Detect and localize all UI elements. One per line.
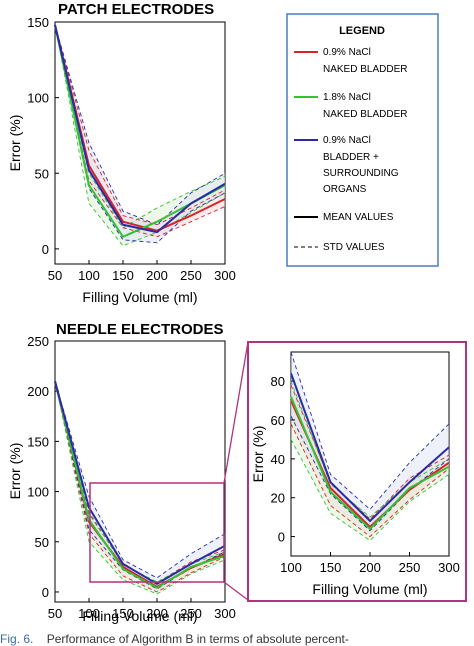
patch-series-3-std-lower	[54, 24, 226, 244]
legend-entry-1-line-1: 0.9% NaCl	[323, 47, 371, 58]
needle-x-tick-label-250: 250	[180, 606, 202, 621]
patch-x-tick-label-300: 300	[214, 268, 236, 283]
zoom-inset-border	[247, 341, 467, 602]
needle-std-band-2	[55, 381, 225, 594]
patch-series-1-std-lower	[54, 24, 226, 238]
needle-y-tick-label-50: 50	[35, 535, 49, 550]
patch-series-2-std-lower	[54, 24, 226, 247]
patch-chart-title: PATCH ELECTRODES	[58, 1, 214, 18]
patch-electrodes-chart: PATCH ELECTRODES 50 100 150 200 250 300 0 50 100…	[7, 1, 236, 305]
needle-x-tick-label-200: 200	[146, 606, 168, 621]
zoom-x-tick-label-150: 150	[320, 560, 342, 575]
patch-y-tick-label-0: 0	[42, 242, 49, 257]
needle-y-tick-label-250: 250	[27, 334, 49, 349]
patch-x-tick-label-250: 250	[180, 268, 202, 283]
needle-series-3-std-upper	[54, 381, 226, 579]
zoom-x-tick-label-100: 100	[280, 560, 302, 575]
legend-entry-3-line-3: SURROUNDING	[323, 168, 399, 179]
needle-y-axis-label: Error (%)	[7, 443, 23, 500]
zoom-y-tick-label-20: 20	[271, 491, 285, 506]
zoom-y-tick-label-0: 0	[278, 530, 285, 545]
zoom-y-axis-label: Error (%)	[250, 426, 266, 483]
zoom-series-2-std-lower	[290, 439, 450, 542]
needle-electrodes-chart: NEEDLE ELECTRODES 50 100 150 200 250 300 0 50 10…	[7, 321, 236, 624]
zoom-series-3-std-upper	[290, 351, 450, 511]
patch-series-3-std-upper	[54, 24, 226, 226]
legend-entry-2-line-1: 1.8% NaCl	[323, 92, 371, 103]
patch-std-band-3	[55, 25, 225, 243]
legend-std-label: STD VALUES	[323, 242, 385, 253]
patch-series-1-std-upper	[54, 24, 226, 226]
patch-plot-frame	[54, 21, 226, 265]
needle-y-tick-label-100: 100	[27, 485, 49, 500]
legend-box: LEGEND 0.9% NaCl NAKED BLADDER 1.8% NaCl…	[286, 13, 439, 267]
needle-series-2-mean-line	[54, 380, 226, 590]
patch-std-band-2	[55, 25, 225, 246]
zoom-series-1-std-lower	[290, 423, 450, 538]
legend-entry-1-line-2: NAKED BLADDER	[323, 64, 407, 75]
needle-y-tick-label-0: 0	[42, 585, 49, 600]
needle-std-band-3	[55, 381, 225, 589]
zoom-region-box	[89, 482, 225, 583]
zoom-x-axis-label: Filling Volume (ml)	[312, 581, 427, 597]
needle-x-tick-label-150: 150	[112, 606, 134, 621]
patch-x-axis-label: Filling Volume (ml)	[82, 289, 197, 305]
needle-plot-frame	[54, 340, 226, 603]
needle-y-tick-label-150: 150	[27, 434, 49, 449]
zoom-x-tick-label-200: 200	[359, 560, 381, 575]
patch-x-tick-label-200: 200	[146, 268, 168, 283]
zoom-series-3-std-lower	[290, 415, 450, 532]
zoom-series-3-mean-line	[290, 373, 450, 523]
needle-series-2-std-lower	[54, 381, 226, 595]
zoom-std-band-2	[291, 381, 449, 541]
zoom-std-band-1	[291, 385, 449, 537]
patch-y-tick-label-100: 100	[27, 91, 49, 106]
needle-x-tick-label-100: 100	[78, 606, 100, 621]
zoom-y-tick-label-60: 60	[271, 413, 285, 428]
needle-x-axis-label: Filling Volume (ml)	[82, 608, 197, 624]
patch-x-tick-label-100: 100	[78, 268, 100, 283]
figure-caption: Fig. 6. Performance of Algorithm B in te…	[0, 632, 474, 646]
needle-series-3-mean-line	[54, 380, 226, 586]
zoom-x-tick-label-300: 300	[438, 560, 460, 575]
caption-text: Performance of Algorithm B in terms of a…	[46, 632, 349, 646]
zoom-series-2-std-upper	[290, 380, 450, 518]
patch-series-3-mean-line	[54, 24, 226, 234]
patch-y-tick-label-150: 150	[27, 15, 49, 30]
legend-entry-3-line-1: 0.9% NaCl	[323, 135, 371, 146]
zoom-y-tick-label-40: 40	[271, 452, 285, 467]
zoom-connector-bottom	[223, 581, 249, 601]
legend-entry-3-line-2: BLADDER +	[323, 152, 379, 163]
legend-title: LEGEND	[339, 25, 385, 37]
zoom-series-2-mean-line	[290, 396, 450, 531]
needle-x-tick-label-300: 300	[214, 606, 236, 621]
patch-y-tick-label-50: 50	[35, 166, 49, 181]
zoom-x-tick-label-250: 250	[399, 560, 421, 575]
patch-x-tick-label-50: 50	[48, 268, 62, 283]
legend-entry-3-line-4: ORGANS	[323, 184, 367, 195]
needle-std-band-1	[55, 381, 225, 592]
needle-x-tick-label-50: 50	[48, 606, 62, 621]
needle-chart-title: NEEDLE ELECTRODES	[56, 321, 224, 338]
caption-figure-label: Fig. 6.	[0, 632, 34, 646]
patch-y-axis-label: Error (%)	[7, 115, 23, 172]
patch-x-tick-label-150: 150	[112, 268, 134, 283]
legend-entry-2-line-2: NAKED BLADDER	[323, 109, 407, 120]
zoom-connector-top	[223, 341, 249, 484]
needle-y-tick-label-200: 200	[27, 384, 49, 399]
zoom-y-tick-label-80: 80	[271, 374, 285, 389]
legend-mean-label: MEAN VALUES	[323, 212, 394, 223]
zoom-inset-chart: 100 150 200 250 300 0 20 40 60 80 Error (%) Filli…	[247, 341, 467, 602]
